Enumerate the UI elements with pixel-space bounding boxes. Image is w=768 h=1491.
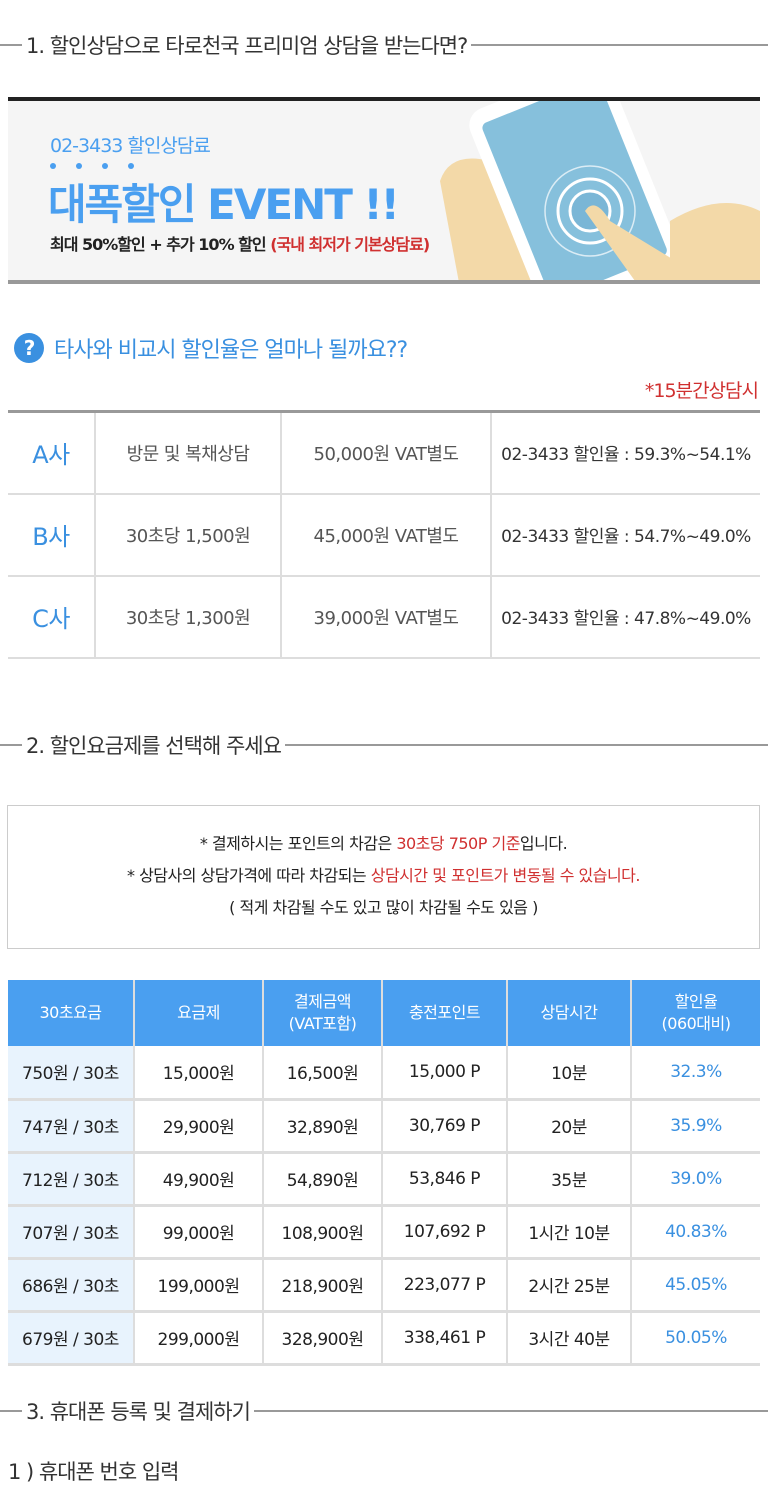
plan: 99,000원 <box>134 1205 264 1260</box>
rate-type: 방문 및 복채상담 <box>95 411 282 495</box>
phone-hand-illustration <box>440 101 760 280</box>
banner-sub-red: (국내 최저가 기본상담료) <box>270 235 430 254</box>
discount-rate: 02-3433 할인율 : 47.8%~49.0% <box>491 575 760 659</box>
charge-points: 15,000 P <box>382 1046 508 1101</box>
comparison-table: A사 방문 및 복채상담 50,000원 VAT별도 02-3433 할인율 : 59… <box>8 410 760 659</box>
per-30s-rate: 712원 / 30초 <box>8 1152 135 1207</box>
discount-rate: 39.0% <box>631 1152 760 1207</box>
comparison-question: ? 타사와 비교시 할인율은 얼마나 될까요?? <box>14 332 408 364</box>
payment-amount: 54,890원 <box>263 1152 383 1207</box>
comparison-row: C사 30초당 1,300원 39,000원 VAT별도 02-3433 할인율 : … <box>8 575 760 659</box>
discount-rate: 45.05% <box>631 1258 760 1313</box>
payment-amount: 108,900원 <box>263 1205 383 1260</box>
price-plan-row[interactable]: 750원 / 30초 15,000원 16,500원 15,000 P 10분 32.3% <box>8 1046 760 1101</box>
comparison-row: B사 30초당 1,500원 45,000원 VAT별도 02-3433 할인율 : … <box>8 493 760 577</box>
section-title: 3. 휴대폰 등록 및 결제하기 <box>26 1400 251 1424</box>
per-30s-rate: 750원 / 30초 <box>8 1046 135 1101</box>
column-header: 요금제 <box>134 980 264 1046</box>
column-header: 결제금액 (VAT포함) <box>263 980 383 1046</box>
discount-rate: 02-3433 할인율 : 59.3%~54.1% <box>491 411 760 495</box>
charge-points: 223,077 P <box>382 1258 508 1313</box>
plan: 49,900원 <box>134 1152 264 1207</box>
payment-amount: 328,900원 <box>263 1311 383 1366</box>
consult-time: 1시간 10분 <box>507 1205 632 1260</box>
section-2-header: 2. 할인요금제를 선택해 주세요 <box>0 730 768 760</box>
company-name: B사 <box>8 493 96 577</box>
column-header: 충전포인트 <box>382 980 508 1046</box>
discount-rate: 35.9% <box>631 1099 760 1154</box>
payment-amount: 32,890원 <box>263 1099 383 1154</box>
section-1-header: 1. 할인상담으로 타로천국 프리미엄 상담을 받는다면? <box>0 30 768 60</box>
per-30s-rate: 686원 / 30초 <box>8 1258 135 1313</box>
charge-points: 53,846 P <box>382 1152 508 1207</box>
banner-subtext: 최대 50%할인 + 추가 10% 할인 (국내 최저가 기본상담료) <box>50 231 430 255</box>
price-plan-row[interactable]: 747원 / 30초 29,900원 32,890원 30,769 P 20분 35.9% <box>8 1099 760 1154</box>
per-30s-rate: 707원 / 30초 <box>8 1205 135 1260</box>
consult-time: 10분 <box>507 1046 632 1101</box>
discount-rate: 50.05% <box>631 1311 760 1366</box>
rate-type: 30초당 1,500원 <box>95 493 282 577</box>
section-title: 2. 할인요금제를 선택해 주세요 <box>26 734 282 758</box>
price-plan-table: 30초요금 요금제 결제금액 (VAT포함) 충전포인트 상담시간 할인율 (060대비) 75… <box>8 980 760 1366</box>
company-name: C사 <box>8 575 96 659</box>
column-header: 30초요금 <box>8 980 135 1046</box>
plan: 299,000원 <box>134 1311 264 1366</box>
price-plan-row[interactable]: 686원 / 30초 199,000원 218,900원 223,077 P 2시간 2… <box>8 1258 760 1313</box>
consult-time: 35분 <box>507 1152 632 1207</box>
consult-duration-note: *15분간상담시 <box>644 380 759 402</box>
discount-rate: 32.3% <box>631 1046 760 1101</box>
column-header: 할인율 (060대비) <box>631 980 760 1046</box>
banner-phone-rate: 02-3433 할인상담료 <box>50 135 211 157</box>
section-title: 1. 할인상담으로 타로천국 프리미엄 상담을 받는다면? <box>26 34 468 58</box>
per-30s-rate: 747원 / 30초 <box>8 1099 135 1154</box>
consult-time: 20분 <box>507 1099 632 1154</box>
price-plan-row[interactable]: 712원 / 30초 49,900원 54,890원 53,846 P 35분 39.0% <box>8 1152 760 1207</box>
charge-points: 338,461 P <box>382 1311 508 1366</box>
banner-headline: 대폭할인 EVENT !! <box>48 180 400 229</box>
event-banner: 02-3433 할인상담료 대폭할인 EVENT !! 최대 50%할인 + 추… <box>8 97 760 284</box>
price-plan-row[interactable]: 679원 / 30초 299,000원 328,900원 338,461 P 3시간 4… <box>8 1311 760 1366</box>
section-3-header: 3. 휴대폰 등록 및 결제하기 <box>0 1396 768 1426</box>
discount-rate: 02-3433 할인율 : 54.7%~49.0% <box>491 493 760 577</box>
notice-box: * 결제하시는 포인트의 차감은 30초당 750P 기준입니다. * 상담사의… <box>7 805 760 949</box>
column-header: 상담시간 <box>507 980 632 1046</box>
price-plan-row[interactable]: 707원 / 30초 99,000원 108,900원 107,692 P 1시간 10… <box>8 1205 760 1260</box>
plan: 15,000원 <box>134 1046 264 1101</box>
comparison-row: A사 방문 및 복채상담 50,000원 VAT별도 02-3433 할인율 : 59… <box>8 411 760 495</box>
price: 50,000원 VAT별도 <box>281 411 492 495</box>
plan: 199,000원 <box>134 1258 264 1313</box>
consult-time: 2시간 25분 <box>507 1258 632 1313</box>
question-text: 타사와 비교시 할인율은 얼마나 될까요?? <box>54 338 408 363</box>
question-circle-icon: ? <box>14 333 44 363</box>
plan: 29,900원 <box>134 1099 264 1154</box>
charge-points: 30,769 P <box>382 1099 508 1154</box>
rate-type: 30초당 1,300원 <box>95 575 282 659</box>
emphasis-dots <box>50 163 134 169</box>
company-name: A사 <box>8 411 96 495</box>
banner-sub: 최대 50%할인 + 추가 10% 할인 <box>50 235 271 254</box>
price: 39,000원 VAT별도 <box>281 575 492 659</box>
consult-time: 3시간 40분 <box>507 1311 632 1366</box>
per-30s-rate: 679원 / 30초 <box>8 1311 135 1366</box>
payment-amount: 16,500원 <box>263 1046 383 1101</box>
phone-input-step-label: 1 ) 휴대폰 번호 입력 <box>8 1460 179 1484</box>
payment-amount: 218,900원 <box>263 1258 383 1313</box>
price: 45,000원 VAT별도 <box>281 493 492 577</box>
charge-points: 107,692 P <box>382 1205 508 1260</box>
discount-rate: 40.83% <box>631 1205 760 1260</box>
